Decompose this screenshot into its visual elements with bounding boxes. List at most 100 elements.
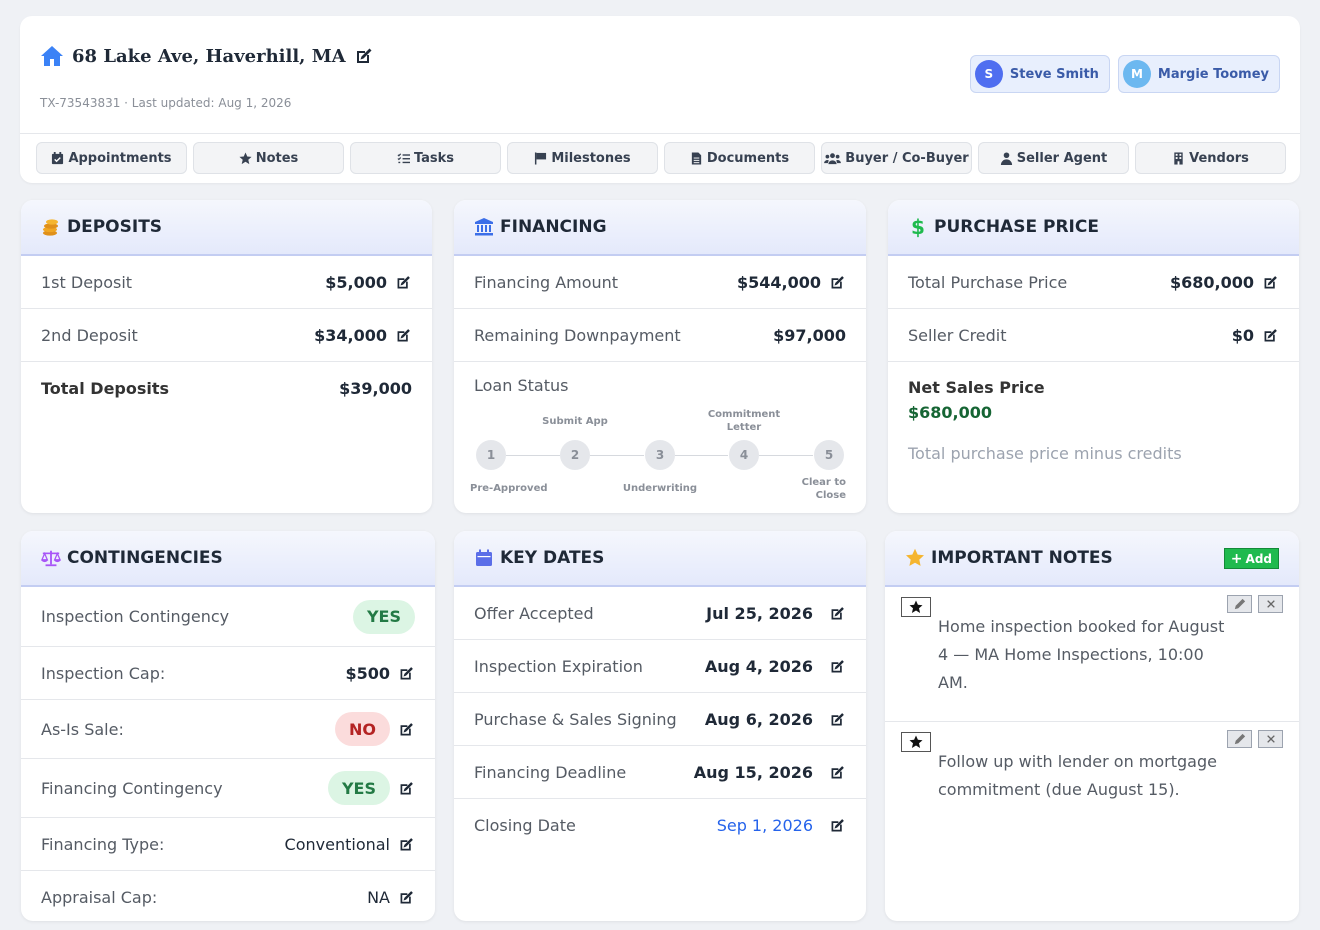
status-badge[interactable]: YES — [352, 599, 415, 634]
step-connector — [590, 455, 644, 456]
flag-icon — [535, 151, 547, 165]
row-value: $34,000 — [314, 325, 387, 345]
financing-card: FINANCING Financing Amount $544,000 Rema… — [454, 200, 866, 513]
agent-list: S Steve Smith M Margie Toomey — [969, 55, 1280, 93]
row-label: Inspection Contingency — [41, 607, 230, 626]
as-is-sale-row: As-Is Sale: NO — [21, 700, 435, 759]
edit-icon[interactable] — [829, 658, 846, 675]
delete-note-button[interactable] — [1258, 595, 1283, 613]
tab-appointments[interactable]: Appointments — [36, 142, 187, 174]
edit-icon[interactable] — [829, 605, 846, 622]
card-header: IMPORTANT NOTES + Add — [885, 531, 1299, 587]
delete-note-button[interactable] — [1258, 730, 1283, 748]
calendar-icon — [474, 548, 494, 568]
note-text: Home inspection booked for August 4 — MA… — [938, 617, 1225, 692]
coins-icon — [41, 217, 61, 237]
row-label: Purchase & Sales Signing — [474, 709, 677, 729]
edit-icon[interactable] — [829, 764, 846, 781]
net-sales-price-value: $680,000 — [908, 403, 993, 422]
pin-star-button[interactable] — [901, 597, 931, 617]
step-label: Underwriting — [622, 483, 698, 494]
edit-icon[interactable] — [398, 836, 415, 853]
seller-credit-row: Seller Credit $0 — [888, 309, 1299, 362]
loan-step-2: 2 — [560, 440, 590, 470]
card-title: CONTINGENCIES — [67, 548, 223, 568]
transaction-meta: TX-73543831 · Last updated: Aug 1, 2026 — [40, 96, 292, 110]
document-icon — [691, 151, 702, 165]
note-item: Follow up with lender on mortgage commit… — [885, 722, 1299, 862]
row-value: Jul 25, 2026 — [706, 603, 813, 623]
row-label: Closing Date — [474, 816, 576, 835]
close-icon — [1266, 735, 1275, 743]
edit-icon[interactable] — [829, 274, 846, 291]
tab-notes[interactable]: Notes — [193, 142, 344, 174]
tab-documents[interactable]: Documents — [664, 142, 815, 174]
card-title: KEY DATES — [500, 548, 605, 568]
tab-label: Tasks — [413, 150, 455, 166]
step-connector — [675, 455, 728, 456]
inspection-cap-row: Inspection Cap: $500 — [21, 647, 435, 700]
add-note-button[interactable]: + Add — [1223, 548, 1279, 569]
avatar: S — [974, 60, 1003, 88]
edit-icon[interactable] — [395, 274, 412, 291]
tab-label: Documents — [706, 150, 790, 166]
row-label: Total Purchase Price — [908, 272, 1068, 292]
edit-icon[interactable] — [1262, 327, 1279, 344]
edit-icon[interactable] — [398, 721, 415, 738]
closing-date-row: Closing Date Sep 1, 2026 — [454, 799, 866, 852]
row-label: Appraisal Cap: — [41, 888, 158, 907]
row-label: Remaining Downpayment — [474, 325, 681, 345]
deposits-card: DEPOSITS 1st Deposit $5,000 2nd Deposit … — [21, 200, 432, 513]
note-text: Follow up with lender on mortgage commit… — [938, 752, 1217, 799]
row-label: Inspection Expiration — [474, 656, 643, 676]
status-badge[interactable]: YES — [327, 771, 390, 805]
tab-label: Notes — [255, 150, 299, 166]
edit-icon[interactable] — [829, 817, 846, 834]
agent-name: Margie Toomey — [1157, 66, 1269, 82]
contingencies-card: CONTINGENCIES Inspection Contingency YES… — [21, 531, 435, 921]
step-label: Submit App — [542, 416, 608, 427]
status-badge[interactable]: NO — [335, 712, 390, 746]
net-sales-price-note: Total purchase price minus credits — [908, 444, 1182, 463]
avatar: M — [1122, 60, 1151, 88]
edit-icon[interactable] — [398, 889, 415, 906]
building-icon — [1174, 151, 1183, 165]
edit-icon[interactable] — [398, 665, 415, 682]
row-label: As-Is Sale: — [41, 719, 124, 739]
row-label: Financing Contingency — [41, 778, 223, 798]
edit-note-button[interactable] — [1227, 730, 1252, 748]
agent-steve-smith[interactable]: S Steve Smith — [969, 55, 1110, 93]
user-tie-icon — [1000, 151, 1012, 165]
row-label: 1st Deposit — [41, 272, 133, 292]
deposit-row-1st: 1st Deposit $5,000 — [21, 256, 432, 309]
deposit-row-total: Total Deposits $39,000 — [21, 362, 432, 415]
tab-vendors[interactable]: Vendors — [1135, 142, 1286, 174]
row-label: Offer Accepted — [474, 603, 594, 623]
card-header: CONTINGENCIES — [21, 531, 435, 587]
edit-icon[interactable] — [829, 711, 846, 728]
row-value: $544,000 — [736, 272, 821, 292]
tab-tasks[interactable]: Tasks — [350, 142, 501, 174]
card-header: FINANCING — [454, 200, 866, 256]
edit-icon[interactable] — [1262, 274, 1279, 291]
tab-seller-agent[interactable]: Seller Agent — [978, 142, 1129, 174]
pin-star-button[interactable] — [901, 732, 931, 752]
divider — [20, 133, 1300, 134]
edit-icon[interactable] — [398, 780, 415, 797]
edit-icon[interactable] — [395, 327, 412, 344]
tab-milestones[interactable]: Milestones — [507, 142, 658, 174]
inspection-contingency-row: Inspection Contingency YES — [21, 587, 435, 647]
appraisal-cap-row: Appraisal Cap: NA — [21, 871, 435, 921]
calendar-check-icon — [52, 151, 64, 164]
card-title: FINANCING — [500, 217, 607, 237]
edit-note-button[interactable] — [1227, 595, 1252, 613]
edit-title-icon[interactable] — [354, 46, 374, 66]
important-notes-card: IMPORTANT NOTES + Add Home inspection bo… — [885, 531, 1299, 921]
transaction-header: 68 Lake Ave, Haverhill, MA TX-73543831 ·… — [20, 16, 1300, 183]
note-actions — [1227, 730, 1283, 748]
agent-margie-toomey[interactable]: M Margie Toomey — [1117, 55, 1280, 93]
note-actions — [1227, 595, 1283, 613]
key-dates-card: KEY DATES Offer Accepted Jul 25, 2026 In… — [454, 531, 866, 921]
pencil-icon — [1234, 598, 1245, 610]
tab-buyer-co-buyer[interactable]: Buyer / Co-Buyer — [821, 142, 972, 174]
